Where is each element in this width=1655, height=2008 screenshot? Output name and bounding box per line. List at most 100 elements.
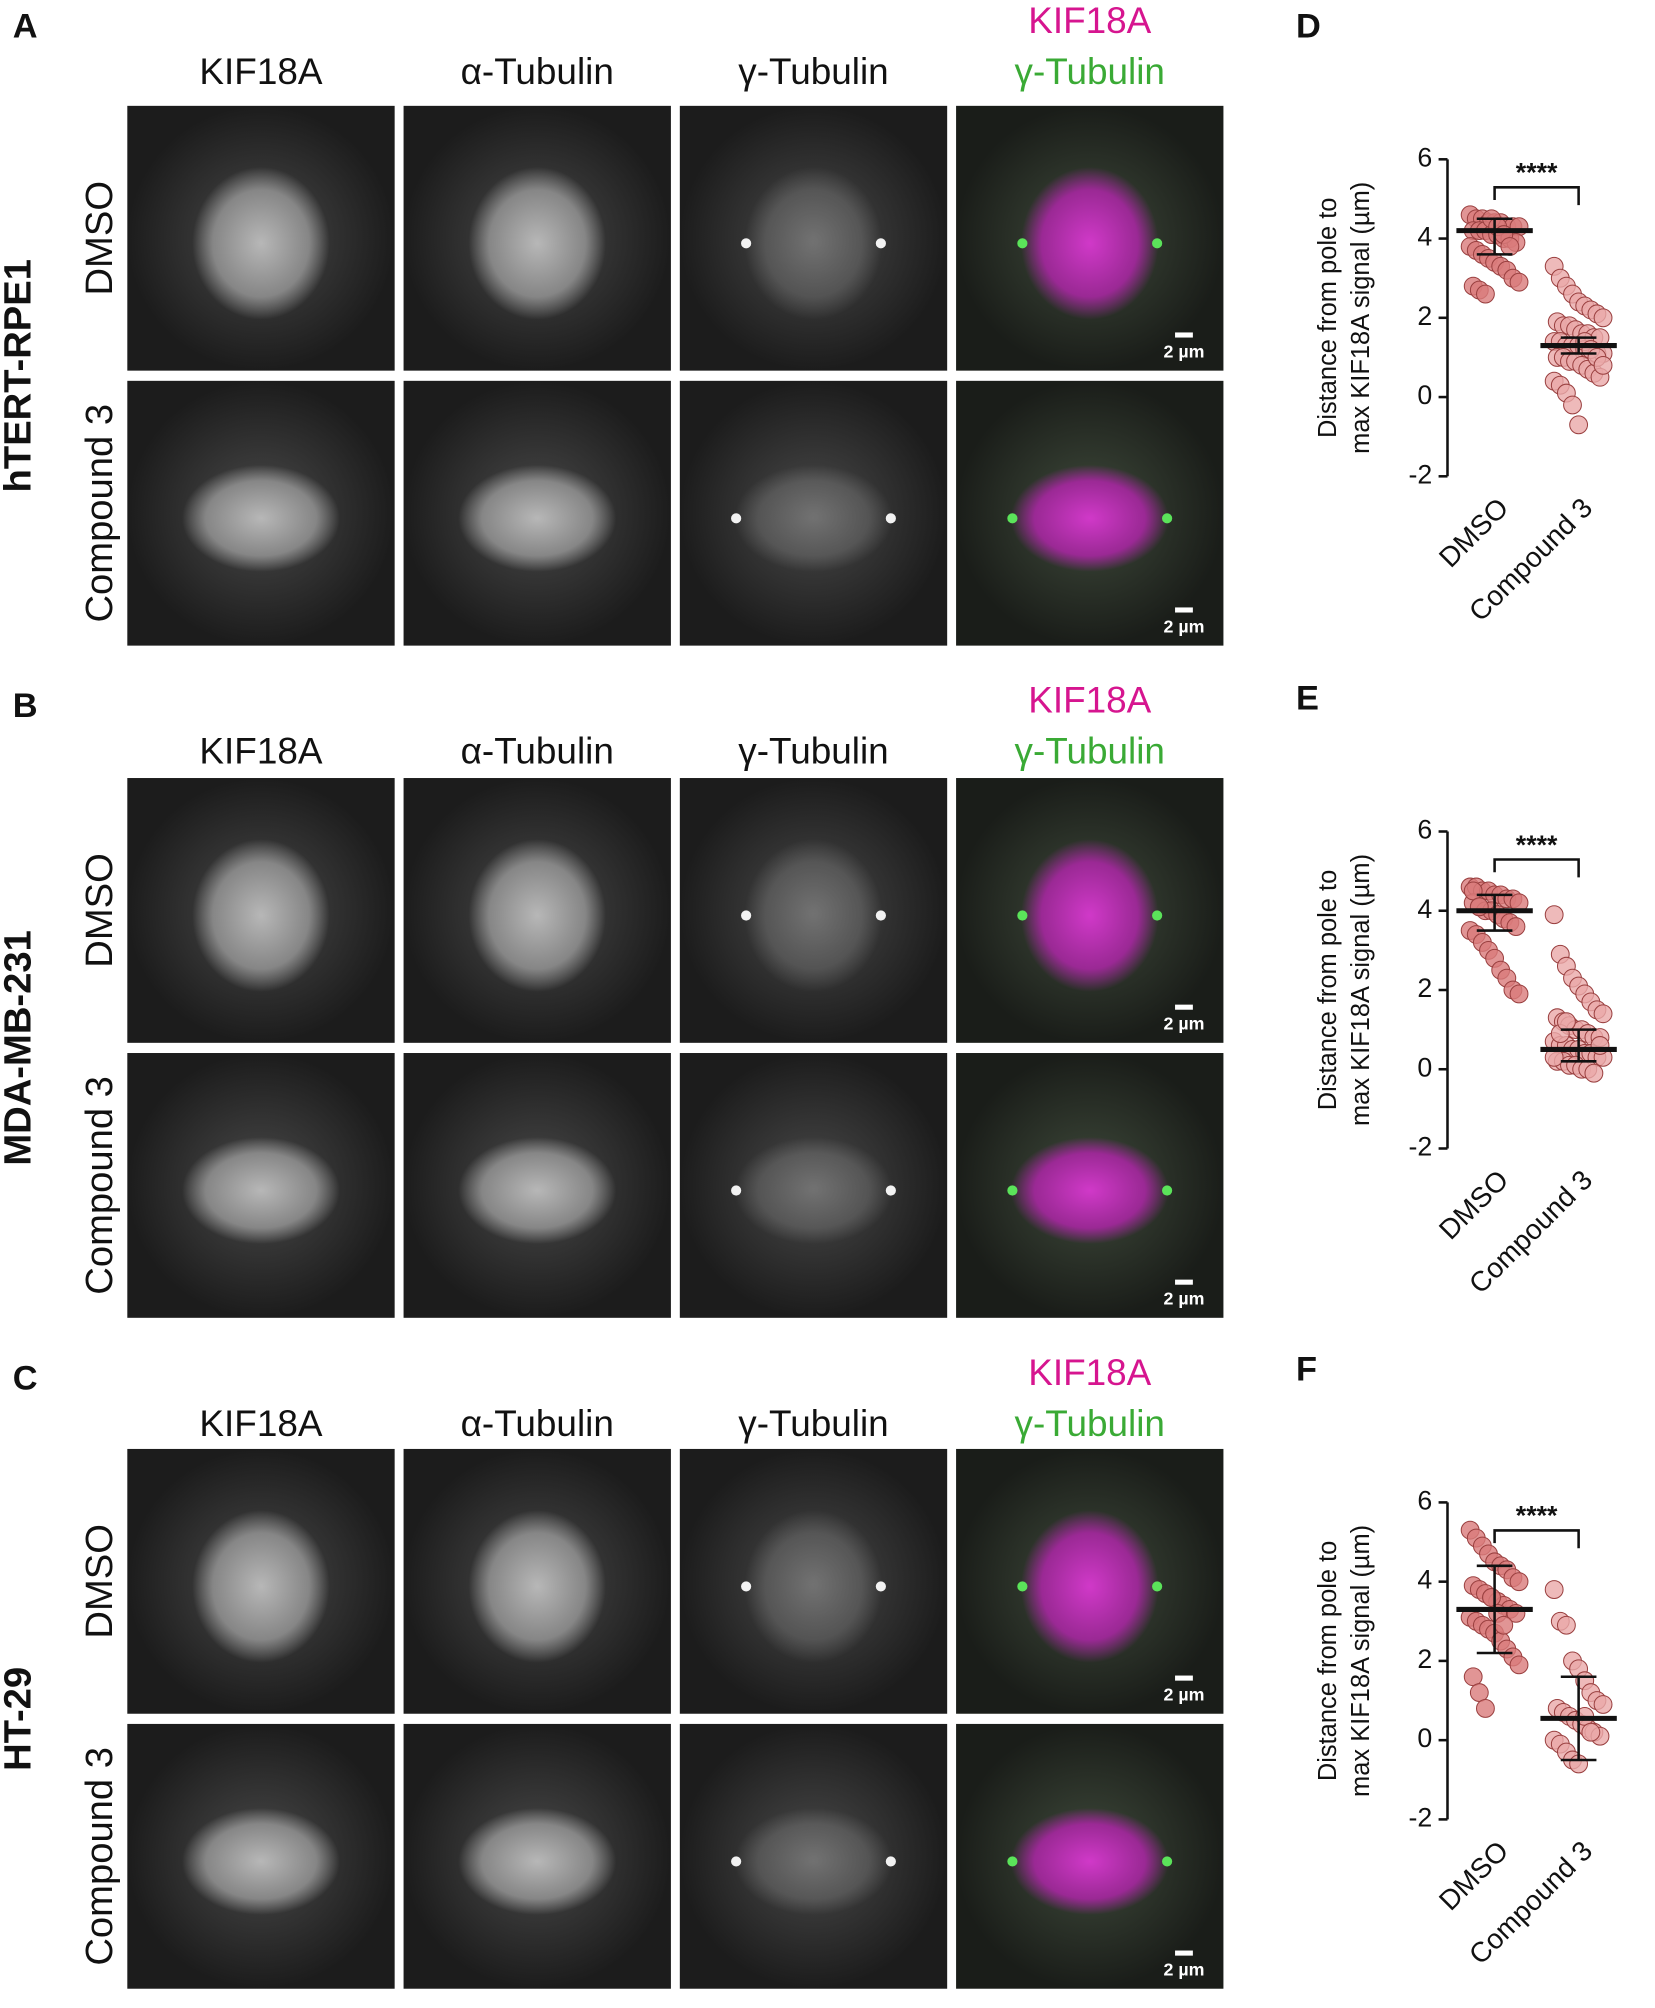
row-label: Compound 3 (78, 1076, 121, 1295)
spindle (182, 1137, 340, 1244)
spindle (734, 1137, 893, 1244)
pole (875, 910, 886, 921)
scale-bar (1175, 1004, 1193, 1010)
cell-line-label: hTERT-RPE1 (0, 259, 39, 492)
pole (1007, 1185, 1018, 1196)
panel-letter: A (13, 7, 38, 45)
row-label: DMSO (78, 1524, 121, 1639)
data-point (1593, 355, 1613, 375)
pole (741, 910, 752, 921)
pole (731, 1856, 742, 1867)
merge-header: KIF18A (1028, 1352, 1151, 1393)
spindle (468, 839, 606, 992)
data-point (1482, 1588, 1501, 1607)
significance-label: **** (1516, 158, 1558, 188)
spindle (192, 839, 330, 992)
scale-bar-label: 2 µm (1163, 1289, 1204, 1309)
y-tick-label: 6 (1417, 815, 1432, 845)
spindle (1010, 1807, 1169, 1915)
scale-bar (1175, 1279, 1193, 1285)
scale-bar-label: 2 µm (1163, 617, 1204, 637)
pole (885, 1185, 896, 1196)
significance-bracket (1493, 186, 1580, 206)
spindle (744, 1510, 883, 1663)
pole (1017, 1581, 1028, 1592)
scale-bar-label: 2 µm (1163, 1685, 1204, 1705)
y-tick-label: 4 (1417, 1565, 1432, 1595)
scale-bar (1175, 1675, 1193, 1681)
significance-label: **** (1516, 1501, 1558, 1531)
pole (885, 513, 896, 524)
merge-header: γ-Tubulin (1015, 51, 1165, 92)
channel-header: KIF18A (199, 1403, 322, 1444)
data-point (1469, 1683, 1489, 1703)
data-point (1494, 1615, 1514, 1635)
panel-letter: D (1296, 7, 1321, 45)
data-point (1509, 272, 1529, 292)
row-label: DMSO (78, 181, 121, 296)
data-point (1500, 237, 1520, 256)
spindle (744, 839, 883, 992)
data-point (1556, 1012, 1576, 1032)
x-tick-label: DMSO (1433, 1164, 1514, 1245)
pole (875, 238, 886, 249)
data-point (1569, 415, 1589, 435)
pole (875, 1581, 886, 1592)
y-tick-label: 4 (1417, 894, 1432, 924)
pole (731, 1185, 742, 1196)
spindle (1021, 839, 1159, 992)
data-point (1593, 1695, 1613, 1714)
pole (885, 1856, 896, 1867)
data-point (1506, 917, 1526, 937)
spindle (458, 1137, 617, 1244)
spindle (182, 464, 340, 572)
y-tick-label: 2 (1417, 1644, 1432, 1674)
merge-header: γ-Tubulin (1015, 731, 1165, 772)
channel-header: α-Tubulin (461, 51, 614, 92)
spindle (458, 464, 617, 572)
data-point (1509, 984, 1529, 1004)
data-point (1544, 905, 1564, 925)
spindle (1021, 1510, 1159, 1663)
scale-bar (1175, 332, 1193, 338)
spindle (734, 464, 893, 572)
y-tick-label: 0 (1417, 1723, 1432, 1753)
panel-letter: C (13, 1359, 38, 1397)
y-axis-label: Distance from pole to (1314, 1541, 1342, 1782)
data-point (1476, 1699, 1495, 1718)
row-label: Compound 3 (78, 404, 121, 623)
significance-bracket (1493, 858, 1580, 878)
y-tick-label: 6 (1417, 142, 1432, 172)
pole (1162, 513, 1173, 524)
pole (1017, 910, 1028, 921)
data-point (1463, 881, 1483, 901)
scale-bar-label: 2 µm (1163, 1960, 1204, 1980)
data-point (1556, 1615, 1576, 1635)
significance-label: **** (1516, 830, 1558, 860)
spindle (182, 1807, 340, 1915)
pole (741, 238, 752, 249)
data-point (1593, 1004, 1613, 1024)
y-tick-label: 0 (1417, 1052, 1432, 1082)
y-axis-label: Distance from pole to (1314, 870, 1342, 1110)
row-label: Compound 3 (78, 1747, 121, 1966)
data-point (1509, 1572, 1529, 1592)
merge-header: KIF18A (1028, 0, 1151, 41)
pole (1152, 238, 1163, 249)
data-point (1593, 308, 1613, 328)
scale-bar-label: 2 µm (1163, 1014, 1204, 1034)
spindle (744, 166, 883, 320)
y-tick-label: 4 (1417, 222, 1432, 252)
y-tick-label: -2 (1408, 1802, 1432, 1832)
data-point (1544, 1580, 1564, 1600)
spindle (192, 1510, 330, 1663)
pole (1007, 513, 1018, 524)
scale-bar (1175, 1950, 1193, 1956)
spindle (468, 166, 606, 320)
y-tick-label: 0 (1417, 380, 1432, 410)
spindle (458, 1807, 617, 1915)
y-tick-label: -2 (1408, 459, 1432, 489)
cell-line-label: HT-29 (0, 1667, 39, 1771)
channel-header: γ-Tubulin (738, 731, 888, 772)
